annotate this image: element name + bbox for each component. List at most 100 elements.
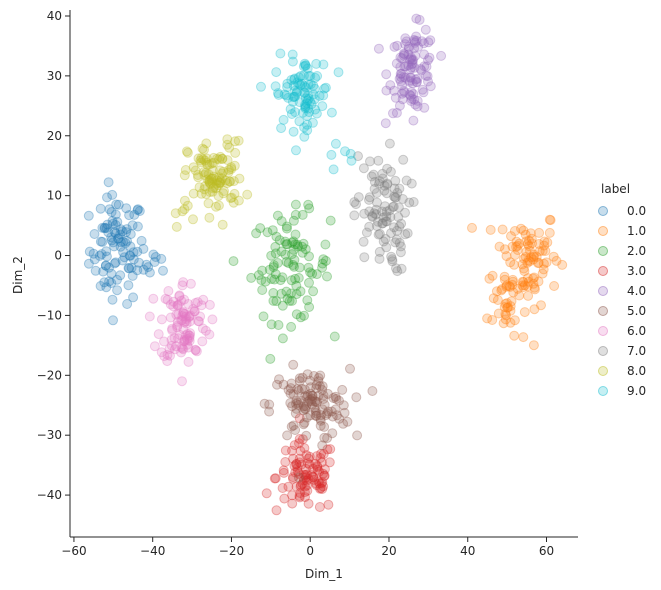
point-label-1.0	[525, 228, 536, 239]
point-label-7.0	[358, 163, 369, 174]
point-label-3.0	[295, 446, 306, 456]
point-label-1.0	[539, 240, 550, 251]
point-label-7.0	[364, 192, 375, 203]
point-label-7.0	[374, 228, 385, 239]
point-label-4.0	[406, 62, 417, 73]
point-label-5.0	[334, 413, 345, 424]
point-label-2.0	[286, 321, 297, 332]
point-label-6.0	[166, 340, 177, 351]
point-label-5.0	[311, 410, 322, 421]
point-label-3.0	[287, 490, 298, 501]
point-label-7.0	[390, 192, 401, 203]
point-label-0.0	[109, 227, 120, 238]
point-label-1.0	[521, 246, 532, 257]
point-label-4.0	[411, 76, 422, 87]
point-label-7.0	[367, 211, 378, 221]
point-label-6.0	[169, 344, 180, 355]
point-label-7.0	[384, 205, 395, 216]
point-label-0.0	[107, 189, 118, 200]
point-label-8.0	[230, 147, 241, 158]
point-label-9.0	[286, 109, 297, 119]
point-label-7.0	[397, 194, 408, 204]
legend-label-0.0: 0.0	[627, 204, 646, 218]
point-label-4.0	[411, 77, 422, 88]
point-label-6.0	[200, 325, 211, 336]
point-label-6.0	[162, 349, 173, 360]
point-label-9.0	[328, 164, 339, 175]
point-label-4.0	[421, 61, 432, 72]
point-label-4.0	[395, 71, 406, 82]
point-label-1.0	[499, 302, 510, 312]
point-label-0.0	[101, 282, 112, 293]
point-label-6.0	[162, 294, 173, 305]
point-label-5.0	[301, 430, 312, 441]
legend-label-6.0: 6.0	[627, 324, 646, 338]
point-label-0.0	[112, 274, 122, 285]
point-label-0.0	[100, 260, 111, 271]
point-label-1.0	[492, 295, 503, 305]
point-label-5.0	[338, 400, 349, 411]
point-label-0.0	[132, 265, 143, 276]
point-label-9.0	[300, 103, 311, 114]
point-label-1.0	[488, 293, 499, 304]
point-label-2.0	[267, 225, 278, 236]
point-label-5.0	[294, 376, 305, 387]
point-label-9.0	[310, 104, 321, 115]
point-label-7.0	[364, 194, 374, 205]
point-label-9.0	[290, 85, 300, 96]
point-label-0.0	[115, 237, 126, 248]
point-label-0.0	[121, 227, 131, 238]
point-label-3.0	[315, 483, 325, 494]
point-label-7.0	[374, 176, 385, 187]
point-label-3.0	[312, 460, 323, 471]
point-label-1.0	[528, 340, 539, 351]
point-label-6.0	[149, 341, 160, 352]
point-label-1.0	[499, 274, 510, 285]
point-label-4.0	[397, 88, 408, 99]
point-label-7.0	[390, 175, 401, 186]
point-label-1.0	[521, 236, 532, 247]
point-label-4.0	[415, 64, 426, 74]
point-label-6.0	[184, 330, 195, 341]
point-label-5.0	[306, 396, 317, 407]
point-label-2.0	[266, 274, 277, 284]
point-label-6.0	[188, 304, 199, 314]
point-label-9.0	[326, 107, 337, 118]
point-label-3.0	[304, 451, 315, 462]
point-label-6.0	[178, 324, 189, 335]
point-label-0.0	[115, 270, 126, 281]
point-label-8.0	[171, 221, 182, 232]
point-label-8.0	[215, 178, 226, 189]
point-label-0.0	[99, 223, 110, 233]
legend-label-8.0: 8.0	[627, 364, 646, 378]
point-label-5.0	[307, 390, 318, 401]
point-label-2.0	[295, 286, 306, 297]
point-label-7.0	[389, 222, 399, 233]
point-label-8.0	[229, 188, 240, 199]
legend-label-3.0: 3.0	[627, 264, 646, 278]
point-label-1.0	[467, 222, 477, 233]
point-label-5.0	[327, 428, 338, 439]
point-label-3.0	[279, 493, 290, 504]
point-label-4.0	[391, 58, 402, 69]
point-label-0.0	[143, 262, 154, 273]
point-label-9.0	[318, 90, 329, 101]
point-label-3.0	[291, 458, 302, 469]
point-label-7.0	[385, 212, 396, 222]
point-label-1.0	[499, 271, 510, 282]
y-tick-label: 40	[47, 9, 62, 23]
point-label-3.0	[297, 478, 308, 489]
point-label-6.0	[172, 322, 183, 333]
point-label-3.0	[270, 473, 281, 484]
point-label-5.0	[293, 472, 304, 483]
point-label-5.0	[337, 384, 348, 395]
point-label-6.0	[181, 314, 192, 324]
point-label-6.0	[178, 277, 189, 288]
point-label-8.0	[201, 167, 211, 178]
point-label-3.0	[269, 473, 280, 484]
point-label-7.0	[390, 192, 401, 203]
point-label-5.0	[305, 410, 316, 421]
point-label-6.0	[181, 318, 192, 329]
point-label-5.0	[307, 390, 318, 401]
point-label-1.0	[501, 251, 512, 262]
